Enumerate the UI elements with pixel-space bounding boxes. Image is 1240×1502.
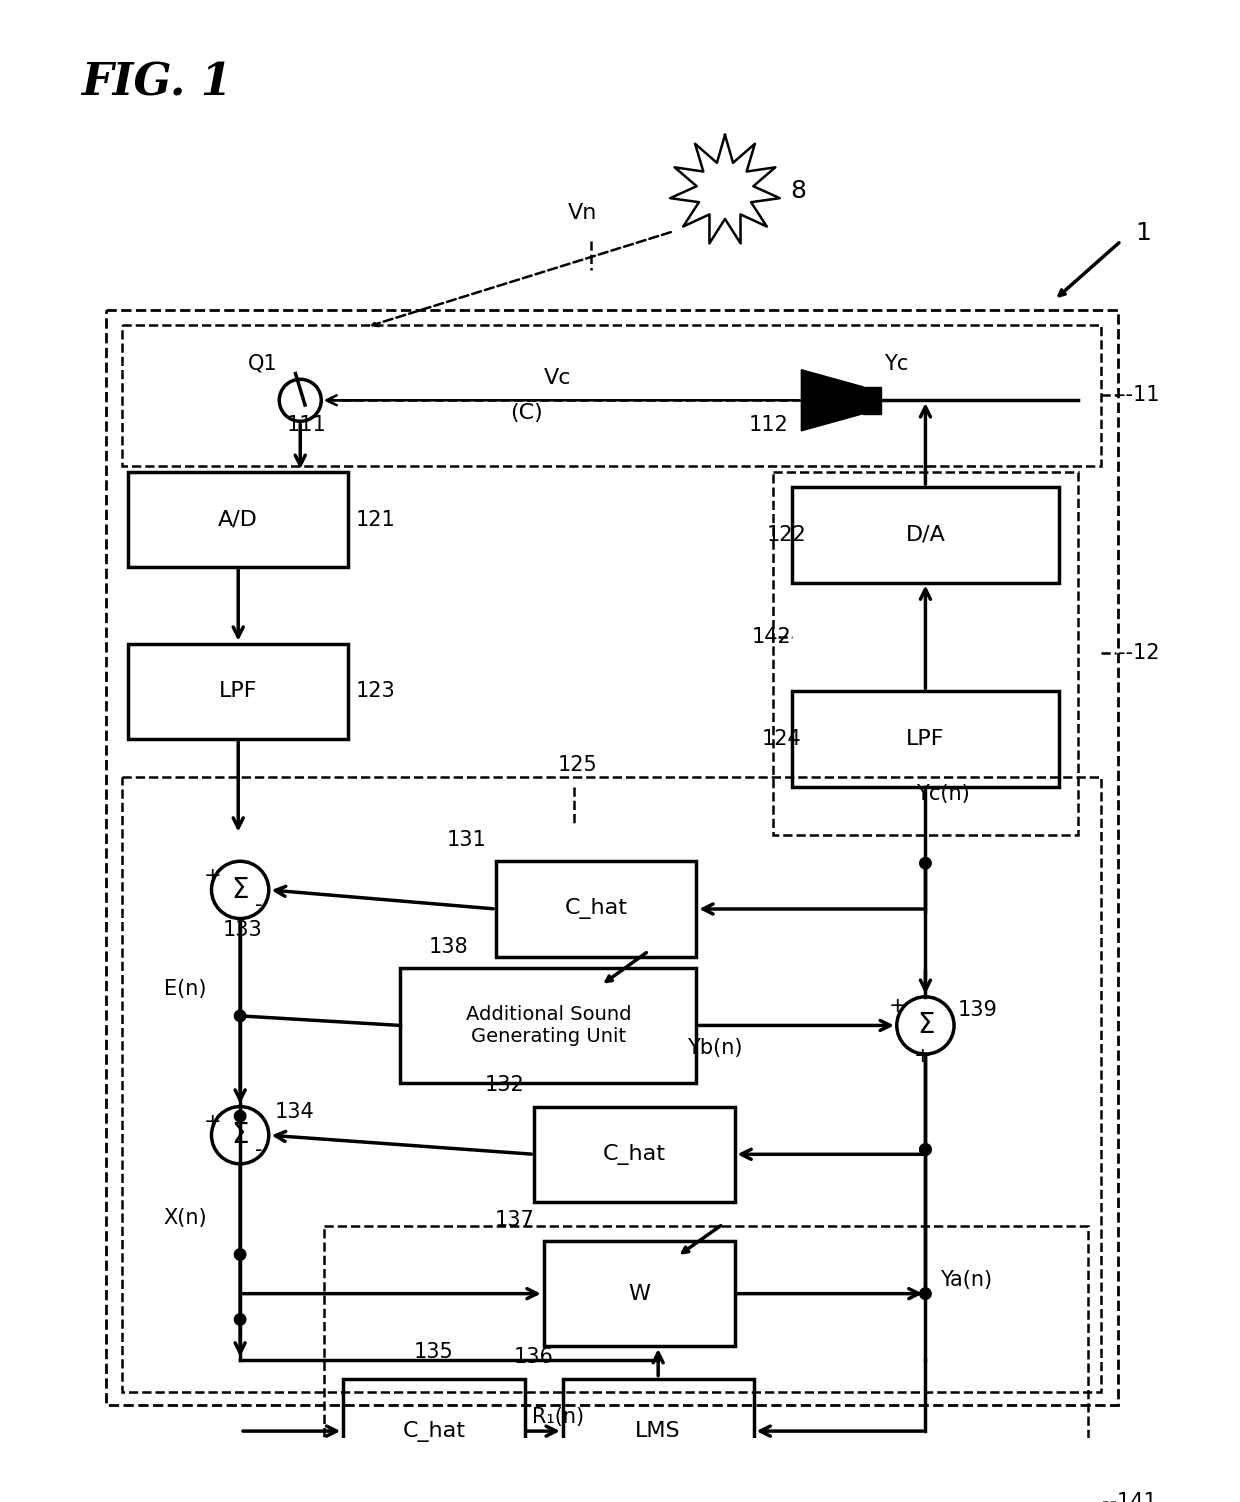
Text: 111: 111 bbox=[286, 415, 326, 434]
Text: D/A: D/A bbox=[905, 524, 945, 545]
Text: FIG. 1: FIG. 1 bbox=[81, 62, 232, 105]
Text: --11: --11 bbox=[1118, 386, 1159, 406]
Text: 124: 124 bbox=[761, 728, 801, 749]
Text: Ya(n): Ya(n) bbox=[940, 1271, 992, 1290]
Bar bbox=[496, 861, 697, 957]
Bar bbox=[107, 309, 1118, 1406]
Text: 134: 134 bbox=[274, 1102, 314, 1122]
Bar bbox=[343, 1379, 525, 1484]
Text: Yc: Yc bbox=[884, 354, 909, 374]
Text: 137: 137 bbox=[495, 1211, 534, 1230]
Polygon shape bbox=[863, 388, 880, 413]
Text: (C): (C) bbox=[510, 404, 543, 424]
Text: 8: 8 bbox=[790, 179, 806, 203]
Bar bbox=[122, 324, 1101, 466]
Text: 138: 138 bbox=[429, 937, 469, 957]
Text: +: + bbox=[889, 996, 906, 1015]
Text: $\Sigma$: $\Sigma$ bbox=[231, 876, 249, 904]
Text: Vc: Vc bbox=[543, 368, 572, 388]
Text: LPF: LPF bbox=[219, 682, 258, 701]
Text: C_hat: C_hat bbox=[402, 1421, 465, 1442]
Text: Vn: Vn bbox=[568, 203, 596, 222]
Bar bbox=[401, 969, 697, 1083]
Text: +: + bbox=[203, 1111, 222, 1131]
Circle shape bbox=[234, 1248, 246, 1260]
Bar bbox=[773, 472, 1078, 835]
Bar bbox=[122, 777, 1101, 1392]
Text: Additional Sound
Generating Unit: Additional Sound Generating Unit bbox=[466, 1005, 631, 1045]
Text: 142: 142 bbox=[751, 626, 791, 647]
Bar bbox=[792, 691, 1059, 787]
Text: 112: 112 bbox=[749, 415, 789, 434]
Text: 131: 131 bbox=[446, 831, 486, 850]
Text: 125: 125 bbox=[558, 756, 598, 775]
Circle shape bbox=[920, 1145, 931, 1155]
Text: 139: 139 bbox=[957, 1000, 998, 1020]
Text: Yb(n): Yb(n) bbox=[687, 1038, 743, 1057]
Text: 135: 135 bbox=[414, 1341, 454, 1362]
Circle shape bbox=[920, 1145, 931, 1155]
Text: $\Sigma$: $\Sigma$ bbox=[916, 1011, 934, 1039]
Bar bbox=[792, 487, 1059, 583]
Text: R₁(n): R₁(n) bbox=[532, 1407, 584, 1427]
Bar bbox=[324, 1226, 1087, 1502]
Bar bbox=[563, 1379, 754, 1484]
Bar bbox=[534, 1107, 734, 1202]
Text: +: + bbox=[203, 867, 222, 886]
Text: LPF: LPF bbox=[906, 728, 945, 749]
Text: +: + bbox=[914, 1045, 931, 1066]
Text: $\Sigma$: $\Sigma$ bbox=[231, 1120, 249, 1149]
Circle shape bbox=[920, 858, 931, 870]
Bar bbox=[129, 472, 348, 568]
Text: W: W bbox=[629, 1284, 650, 1304]
Text: 132: 132 bbox=[485, 1075, 525, 1095]
Text: 123: 123 bbox=[356, 682, 396, 701]
Text: --12: --12 bbox=[1118, 643, 1159, 664]
Text: -: - bbox=[255, 1140, 263, 1160]
Text: 133: 133 bbox=[223, 919, 263, 940]
Bar bbox=[129, 644, 348, 739]
Bar bbox=[543, 1241, 734, 1346]
Text: LMS: LMS bbox=[635, 1421, 681, 1440]
Circle shape bbox=[234, 1110, 246, 1122]
Text: --141: --141 bbox=[1102, 1491, 1157, 1502]
Text: -: - bbox=[255, 895, 263, 915]
Text: E(n): E(n) bbox=[164, 979, 206, 999]
Text: Yc(n): Yc(n) bbox=[916, 784, 970, 804]
Text: 121: 121 bbox=[356, 509, 396, 530]
Polygon shape bbox=[801, 369, 863, 431]
Text: Q1: Q1 bbox=[248, 354, 278, 374]
Circle shape bbox=[234, 1314, 246, 1325]
Text: A/D: A/D bbox=[218, 509, 258, 530]
Text: 136: 136 bbox=[513, 1347, 553, 1367]
Circle shape bbox=[234, 1011, 246, 1021]
Circle shape bbox=[920, 1287, 931, 1299]
Text: 1: 1 bbox=[1136, 221, 1151, 245]
Text: 122: 122 bbox=[768, 524, 807, 545]
Text: C_hat: C_hat bbox=[603, 1145, 666, 1164]
Text: C_hat: C_hat bbox=[564, 898, 627, 919]
Text: X(n): X(n) bbox=[164, 1208, 207, 1229]
